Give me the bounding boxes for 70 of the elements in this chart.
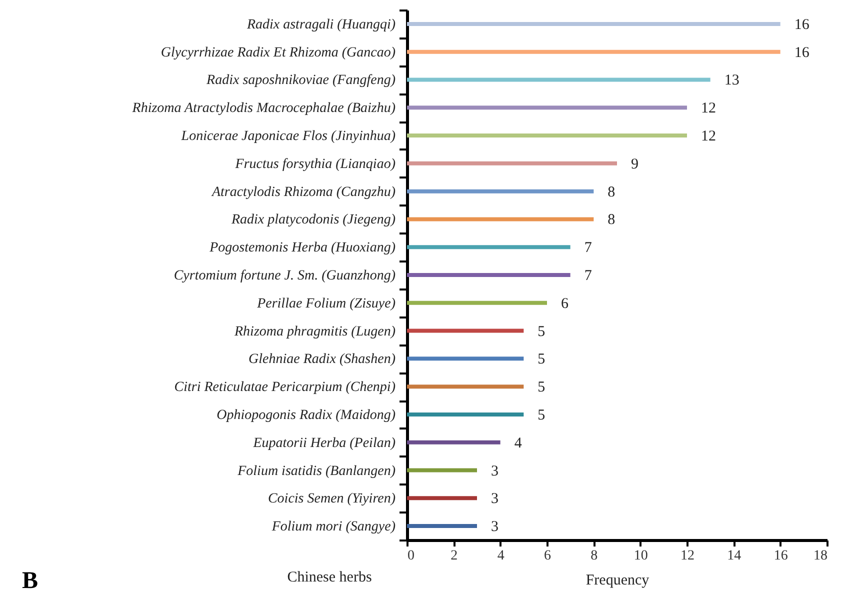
y-tick-label: Radix platycodonis (Jiegeng) [230,212,396,228]
data-label: 6 [561,296,569,312]
x-tick-label: 4 [497,548,504,564]
data-label: 5 [538,324,546,340]
y-tick-label: Cyrtomium fortune J. Sm. (Guanzhong) [174,268,396,284]
text: B [22,568,38,595]
y-tick-label: Fructus forsythia (Lianqiao) [234,156,396,172]
y-tick-label: Pogostemonis Herba (Huoxiang) [208,240,396,256]
y-tick-label: Perillae Folium (Zisuye) [256,296,396,312]
bar [407,273,570,277]
x-tick-label: 0 [408,548,414,564]
data-label: 12 [701,128,716,145]
y-tick-label: Citri Reticulatae Pericarpium (Chenpi) [174,380,396,396]
bar [407,78,710,82]
data-label: 5 [538,407,546,424]
data-label: 16 [794,16,810,33]
data-label: 4 [514,435,522,452]
y-tick-label: Eupatorii Herba (Peilan) [252,436,396,451]
y-tick-label: Rhizoma Atractylodis Macrocephalae (Baizhu) [131,101,396,116]
x-axis-title: Frequency [586,572,650,588]
data-label: 3 [491,463,498,480]
y-tick-label: Glycyrrhizae Radix Et Rhizoma (Gancao) [160,45,396,60]
bar [407,524,477,528]
x-tick-label: 10 [634,548,648,564]
data-label: 8 [608,184,616,200]
data-label: 5 [538,380,546,396]
data-label: 7 [584,240,592,256]
bar [407,245,570,250]
bar [407,189,594,194]
x-tick-label: 18 [814,548,828,564]
y-tick-label: Coicis Semen (Yiyiren) [268,492,396,507]
bar [407,328,524,333]
bar [407,134,687,138]
bar [407,300,547,305]
bar [407,106,687,110]
x-tick-label: 2 [450,548,458,564]
y-tick-label: Atractylodis Rhizoma (Cangzhu) [210,184,396,200]
y-tick-label: Glehniae Radix (Shashen) [248,352,396,368]
data-label: 9 [631,156,638,172]
bar [407,496,477,500]
y-tick-label: Radix saposhnikoviae (Fangfeng) [206,73,396,88]
bar [407,440,500,444]
data-label: 3 [491,519,498,536]
bar [407,412,524,416]
bar [407,384,524,389]
x-tick-label: 16 [774,548,788,564]
data-label: 7 [584,268,592,284]
data-label: 3 [491,491,498,508]
bar [407,22,780,26]
data-label: 16 [794,44,810,61]
bar [407,161,617,166]
bar [407,217,594,222]
data-label: 12 [701,100,716,117]
y-tick-label: Folium mori (Sangye) [270,520,396,535]
bar [407,356,524,361]
data-label: 13 [724,72,740,89]
y-tick-label: Radix astragali (Huangqi) [246,17,396,32]
y-tick-label: Folium isatidis (Banlangen) [236,464,396,479]
y-tick-label: Lonicerae Japonicae Flos (Jinyinhua) [180,129,396,144]
bar [407,50,780,54]
y-axis-title: Chinese herbs [287,570,372,586]
data-label: 8 [608,212,616,228]
y-tick-label: Ophiopogonis Radix (Maidong) [216,408,396,423]
data-label: 5 [538,352,546,368]
x-tick-label: 12 [680,548,694,564]
x-tick-label: 8 [590,548,598,564]
x-tick-label: 6 [544,548,551,564]
x-tick-label: 14 [727,548,742,564]
y-tick-label: Rhizoma phragmitis (Lugen) [234,324,396,340]
bar [407,468,477,472]
